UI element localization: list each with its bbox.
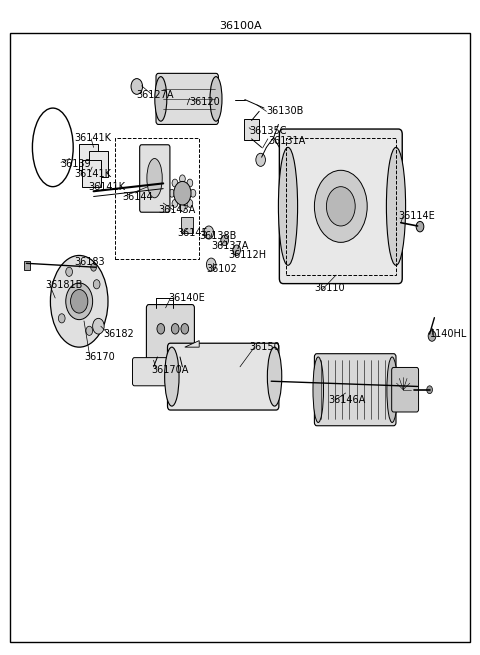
Text: 36114E: 36114E: [398, 211, 435, 221]
Ellipse shape: [313, 357, 324, 422]
Ellipse shape: [267, 347, 282, 406]
Text: 36183: 36183: [74, 257, 105, 267]
FancyBboxPatch shape: [279, 129, 402, 284]
FancyBboxPatch shape: [24, 261, 30, 270]
Circle shape: [171, 324, 179, 334]
Text: 36145: 36145: [178, 227, 208, 238]
Circle shape: [180, 204, 185, 212]
Text: 36141K: 36141K: [74, 168, 111, 179]
Text: 36137A: 36137A: [211, 240, 249, 251]
Circle shape: [174, 181, 191, 205]
FancyBboxPatch shape: [89, 151, 108, 177]
Circle shape: [187, 179, 193, 187]
Circle shape: [256, 153, 265, 166]
Ellipse shape: [386, 147, 406, 265]
Text: 36181B: 36181B: [46, 280, 83, 290]
FancyBboxPatch shape: [314, 354, 396, 426]
Text: 36141K: 36141K: [74, 132, 111, 143]
FancyBboxPatch shape: [132, 358, 168, 386]
FancyBboxPatch shape: [79, 144, 98, 170]
Text: 36112H: 36112H: [228, 250, 266, 261]
FancyBboxPatch shape: [244, 119, 259, 140]
Circle shape: [190, 189, 196, 197]
FancyBboxPatch shape: [140, 145, 170, 212]
Circle shape: [172, 200, 178, 208]
Text: 36110: 36110: [314, 283, 345, 293]
Circle shape: [131, 79, 143, 94]
Ellipse shape: [278, 147, 298, 265]
FancyBboxPatch shape: [82, 160, 101, 187]
Ellipse shape: [387, 357, 397, 422]
Circle shape: [66, 283, 93, 320]
Ellipse shape: [147, 159, 162, 198]
Text: 36127A: 36127A: [137, 90, 174, 100]
Text: 36130B: 36130B: [266, 106, 304, 117]
Text: 36141K: 36141K: [89, 181, 126, 192]
Text: 36139: 36139: [60, 159, 91, 169]
Circle shape: [181, 324, 189, 334]
Text: 36135C: 36135C: [250, 126, 287, 136]
FancyBboxPatch shape: [146, 305, 194, 360]
Text: 1140HL: 1140HL: [430, 329, 467, 339]
Text: 36182: 36182: [103, 329, 134, 339]
Ellipse shape: [50, 255, 108, 347]
Ellipse shape: [210, 77, 222, 121]
Circle shape: [66, 267, 72, 276]
Circle shape: [157, 324, 165, 334]
Circle shape: [86, 326, 93, 335]
Circle shape: [93, 280, 100, 289]
Circle shape: [428, 331, 436, 341]
FancyBboxPatch shape: [156, 73, 218, 124]
Circle shape: [59, 314, 65, 323]
Text: 36100A: 36100A: [219, 21, 261, 31]
Text: 36131A: 36131A: [269, 136, 306, 146]
Circle shape: [187, 200, 193, 208]
Circle shape: [206, 258, 216, 271]
FancyBboxPatch shape: [181, 217, 193, 233]
Circle shape: [93, 318, 104, 334]
Circle shape: [169, 189, 175, 197]
Circle shape: [326, 187, 355, 226]
Circle shape: [91, 263, 96, 271]
Text: 36170: 36170: [84, 352, 115, 362]
Circle shape: [221, 235, 228, 246]
Circle shape: [233, 245, 240, 255]
Text: 36170A: 36170A: [151, 365, 189, 375]
FancyBboxPatch shape: [168, 343, 279, 410]
Circle shape: [71, 290, 88, 313]
Circle shape: [180, 175, 185, 183]
Text: 36146A: 36146A: [329, 394, 366, 405]
Polygon shape: [185, 341, 199, 347]
Circle shape: [172, 179, 178, 187]
Text: 36143A: 36143A: [158, 204, 196, 215]
Ellipse shape: [155, 77, 167, 121]
Text: 36140E: 36140E: [168, 293, 205, 303]
Circle shape: [314, 170, 367, 242]
Circle shape: [427, 386, 432, 394]
FancyBboxPatch shape: [392, 367, 419, 412]
Text: 36102: 36102: [206, 263, 237, 274]
Text: 36138B: 36138B: [199, 231, 237, 241]
Text: 36150: 36150: [250, 342, 280, 352]
Circle shape: [416, 221, 424, 232]
Ellipse shape: [165, 347, 179, 406]
Text: 36144: 36144: [122, 191, 153, 202]
Circle shape: [204, 226, 214, 239]
Text: 36120: 36120: [190, 96, 220, 107]
